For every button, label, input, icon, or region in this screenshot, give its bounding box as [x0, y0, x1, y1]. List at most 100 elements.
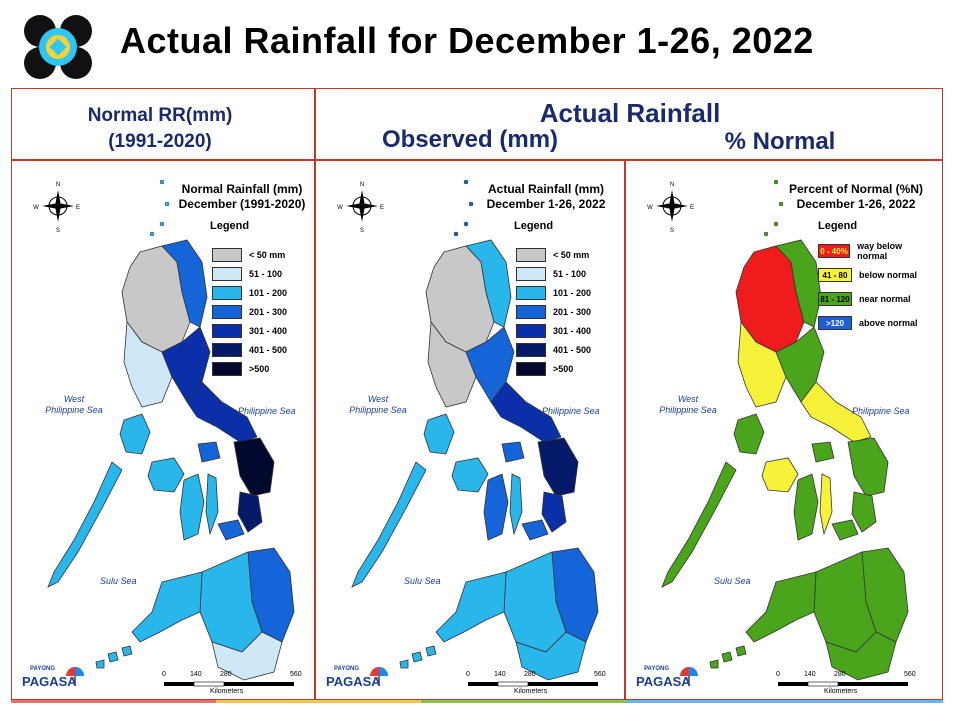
map-title-line2: December 1-26, 2022	[486, 197, 606, 211]
sea-label-sulu: Sulu Sea	[714, 576, 751, 586]
compass-icon	[656, 190, 688, 222]
batanes-island	[463, 179, 469, 185]
region-mindoro	[119, 413, 151, 455]
compass-n: N	[56, 182, 60, 188]
sea-label-east: Philippine Sea	[542, 406, 600, 416]
legend-swatch	[516, 362, 546, 376]
region-negros	[179, 473, 205, 541]
region-masbate	[501, 441, 525, 463]
legend-swatch	[212, 267, 242, 281]
legend-item: 201 - 300	[212, 305, 287, 319]
sea-label-west-line1: West	[367, 394, 389, 404]
sea-label-west: West Philippine Sea	[34, 394, 114, 416]
compass-icon	[346, 190, 378, 222]
legend-label: 301 - 400	[553, 326, 592, 336]
region-negros	[793, 473, 819, 541]
legend-swatch	[516, 248, 546, 262]
region-bicol	[490, 381, 562, 443]
sea-label-west-line2: Philippine Sea	[659, 405, 717, 415]
region-leyte	[851, 491, 877, 533]
legend-item: 41 - 80 below normal	[818, 268, 917, 282]
legend-item: < 50 mm	[212, 248, 285, 262]
legend-item: 101 - 200	[212, 286, 287, 300]
legend-item: 51 - 100	[516, 267, 586, 281]
compass-e: E	[690, 205, 694, 211]
compass-w: W	[647, 205, 653, 211]
compass-s: S	[56, 228, 60, 234]
pagasa-logo: PAYONG PAGASA	[322, 664, 392, 694]
region-bohol	[217, 519, 245, 541]
region-bicol	[800, 381, 872, 443]
region-luzon-central	[123, 320, 173, 408]
umbrella-icon	[370, 667, 388, 684]
scale-tick: 280	[524, 671, 536, 678]
scale-tick: 560	[594, 671, 606, 678]
legend-item: 0 - 40% way below normal	[818, 241, 930, 261]
map-title-line2: December (1991-2020)	[178, 197, 306, 211]
region-panay	[147, 457, 185, 493]
legend-label: 401 - 500	[249, 345, 288, 355]
legend-swatch: 0 - 40%	[818, 244, 851, 258]
legend-swatch	[212, 286, 242, 300]
legend-swatch	[212, 305, 242, 319]
legend-swatch	[212, 362, 242, 376]
page-title: Actual Rainfall for December 1-26, 2022	[120, 20, 814, 61]
map-title-line2: December 1-26, 2022	[796, 197, 916, 211]
legend-label: below normal	[859, 270, 918, 280]
legend-title: Legend	[210, 220, 250, 232]
region-panay	[451, 457, 489, 493]
region-bicol	[186, 381, 258, 443]
legend-label: >500	[249, 364, 270, 374]
legend-label: 51 - 100	[249, 269, 283, 279]
bottom-color-bar	[11, 700, 943, 703]
scale-tick: 140	[804, 671, 816, 678]
batanes-island	[159, 179, 165, 185]
scale-tick: 0	[466, 671, 470, 678]
scale-bar	[164, 681, 294, 687]
map-panel-actual: N S E W 0 140 280 560 Kilometers Actual Rainfall …	[316, 162, 620, 698]
payong-label: PAYONG	[644, 666, 670, 672]
region-zamboanga	[131, 571, 203, 643]
sea-label-west-line1: West	[677, 394, 699, 404]
legend-title: Legend	[818, 220, 858, 232]
legend-swatch: 41 - 80	[818, 268, 852, 282]
compass-e: E	[380, 205, 384, 211]
compass-w: W	[33, 205, 39, 211]
legend-item: 81 - 120 near normal	[818, 292, 911, 306]
sea-label-west: West Philippine Sea	[338, 394, 418, 416]
header-normal: Normal RR(mm) (1991-2020)	[20, 103, 300, 155]
scale-tick: 0	[162, 671, 166, 678]
legend-item: >500	[212, 362, 269, 376]
region-mindanao-south	[515, 631, 587, 681]
map-panel-normal: N S E W 0 140 280 560 Kilometers Normal Rainfall …	[12, 162, 316, 698]
header-percent: % Normal	[724, 128, 836, 155]
batanes-island	[463, 221, 469, 227]
sea-label-west-line2: Philippine Sea	[45, 405, 103, 415]
scale-tick: 280	[220, 671, 232, 678]
legend-item: < 50 mm	[516, 248, 589, 262]
dost-logo	[24, 15, 92, 79]
map-title: Percent of Normal (%N) December 1-26, 202…	[786, 182, 926, 212]
region-palawan	[47, 461, 123, 588]
header-divider	[11, 159, 943, 161]
batanes-island	[763, 231, 769, 237]
divider-2	[624, 160, 626, 700]
map-panel-percent: N S E W 0 140 280 560 Kilometers Percent of Norma…	[626, 162, 930, 698]
region-cebu	[819, 473, 833, 536]
compass-n: N	[670, 182, 674, 188]
legend-item: >500	[516, 362, 573, 376]
legend-item: >120 above normal	[818, 316, 918, 330]
pagasa-label: PAGASA	[22, 674, 77, 689]
region-bohol	[831, 519, 859, 541]
legend-swatch	[212, 343, 242, 357]
region-luzon-central	[427, 320, 477, 408]
payong-label: PAYONG	[334, 666, 360, 672]
philippines-map: N S E W	[33, 179, 295, 687]
scale-tick: 0	[776, 671, 780, 678]
legend-label: < 50 mm	[553, 250, 590, 260]
region-masbate	[197, 441, 221, 463]
payong-label: PAYONG	[30, 666, 56, 672]
map-title-line1: Percent of Normal (%N)	[788, 182, 924, 196]
legend-label: 201 - 300	[553, 307, 592, 317]
scale-tick: 140	[494, 671, 506, 678]
